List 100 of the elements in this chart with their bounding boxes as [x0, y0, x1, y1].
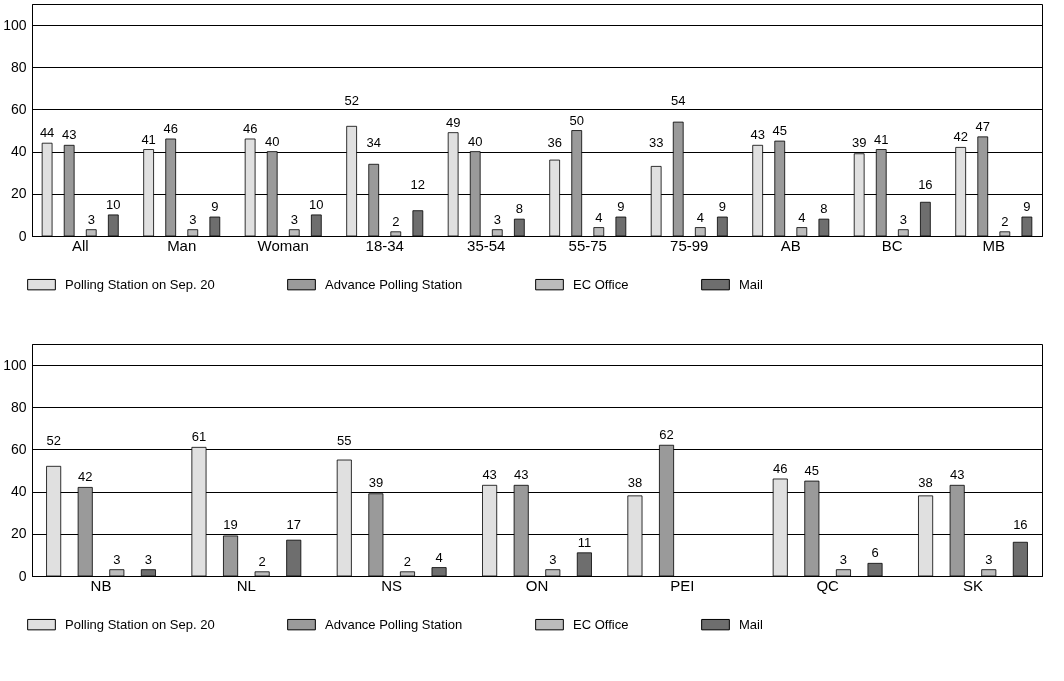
data-label: 9 [211, 199, 219, 215]
x-tick-label: 75-99 [670, 236, 709, 254]
data-label: 16 [918, 177, 933, 193]
y-tick-label: 40 [10, 143, 27, 160]
y-tick-label: 20 [10, 185, 27, 202]
x-tick-label: MB [982, 236, 1006, 254]
legend-label: Advance Polling Station [325, 276, 463, 292]
data-label: 3 [189, 211, 197, 227]
data-label: 8 [820, 201, 828, 217]
data-label: 6 [871, 545, 879, 561]
data-label: 52 [46, 432, 61, 448]
x-tick-label: BC [881, 236, 903, 254]
data-label: 3 [493, 211, 501, 227]
data-label: 40 [264, 133, 280, 149]
x-tick-label: PEI [670, 576, 695, 594]
data-label: 8 [515, 201, 523, 217]
legend-label: Mail [739, 276, 763, 292]
data-label: 49 [445, 114, 461, 130]
data-label: 47 [975, 118, 990, 134]
data-label: 36 [547, 135, 562, 151]
y-tick-label: 100 [3, 16, 27, 33]
data-label: 45 [804, 463, 820, 479]
data-label: 4 [595, 209, 603, 225]
y-tick-label: 80 [10, 398, 27, 415]
x-tick-label: All [71, 236, 89, 254]
data-label: 62 [659, 427, 674, 443]
data-label: 43 [949, 467, 965, 483]
data-label: 11 [577, 534, 592, 550]
y-tick-label: 0 [18, 567, 27, 584]
data-label: 44 [39, 125, 55, 141]
data-label: 61 [191, 429, 207, 445]
y-tick-label: 40 [10, 483, 27, 500]
data-label: 41 [874, 131, 889, 147]
data-label: 39 [851, 135, 867, 151]
data-label: 46 [163, 120, 178, 136]
legend-label: Polling Station on Sep. 20 [65, 616, 215, 632]
data-label: 4 [435, 549, 443, 565]
data-label: 50 [569, 112, 584, 128]
x-tick-label: NS [381, 576, 403, 594]
data-label: 3 [87, 211, 95, 227]
x-tick-label: AB [780, 236, 801, 254]
y-tick-label: 80 [10, 58, 27, 75]
data-label: 43 [61, 127, 77, 143]
data-label: 2 [1001, 213, 1009, 229]
data-label: 43 [750, 127, 765, 143]
data-label: 9 [1023, 199, 1031, 215]
x-tick-label: 18-34 [365, 236, 404, 254]
data-label: 3 [985, 551, 993, 567]
data-label: 46 [242, 120, 258, 136]
x-tick-label: NL [236, 576, 256, 594]
data-label: 16 [1013, 517, 1028, 533]
data-label: 9 [617, 199, 625, 215]
y-tick-label: 60 [10, 440, 27, 457]
x-tick-label: Man [167, 236, 197, 254]
data-label: 2 [403, 553, 412, 569]
data-label: 54 [670, 92, 686, 108]
x-tick-label: ON [525, 576, 549, 594]
legend-label: Polling Station on Sep. 20 [65, 276, 215, 292]
data-label: 39 [368, 475, 384, 491]
x-tick-label: SK [962, 576, 983, 594]
data-label: 43 [482, 467, 497, 483]
y-tick-label: 100 [3, 356, 27, 373]
data-label: 52 [344, 92, 359, 108]
data-label: 46 [773, 460, 788, 476]
data-label: 3 [899, 211, 907, 227]
data-label: 34 [366, 135, 381, 151]
y-tick-label: 20 [10, 525, 27, 542]
data-label: 3 [113, 551, 121, 567]
data-label: 38 [918, 475, 933, 491]
data-label: 43 [513, 467, 529, 483]
data-label: 3 [839, 551, 848, 567]
legend-label: Mail [739, 616, 763, 632]
data-label: 42 [953, 129, 968, 145]
data-label: 12 [410, 177, 426, 193]
data-label: 3 [549, 551, 557, 567]
y-tick-label: 0 [18, 227, 27, 244]
data-label: 10 [106, 196, 121, 212]
data-label: 45 [772, 123, 787, 139]
data-label: 4 [798, 209, 806, 225]
legend-label: Advance Polling Station [325, 616, 463, 632]
data-label: 17 [286, 517, 301, 533]
data-label: 40 [467, 133, 483, 149]
legend-label: EC Office [573, 276, 629, 292]
x-tick-label: 55-75 [568, 236, 607, 254]
data-label: 4 [696, 209, 704, 225]
x-tick-label: Woman [257, 236, 309, 254]
data-label: 55 [337, 432, 352, 448]
y-tick-label: 60 [10, 100, 27, 117]
data-label: 19 [223, 517, 238, 533]
data-label: 42 [78, 469, 93, 485]
data-label: 33 [648, 135, 664, 151]
x-tick-label: NB [90, 576, 112, 594]
data-label: 41 [141, 131, 156, 147]
data-label: 10 [309, 196, 324, 212]
data-label: 3 [144, 551, 153, 567]
data-label: 9 [718, 199, 726, 215]
data-label: 3 [290, 211, 298, 227]
data-label: 2 [258, 553, 266, 569]
x-tick-label: QC [816, 576, 840, 594]
data-label: 38 [627, 475, 643, 491]
